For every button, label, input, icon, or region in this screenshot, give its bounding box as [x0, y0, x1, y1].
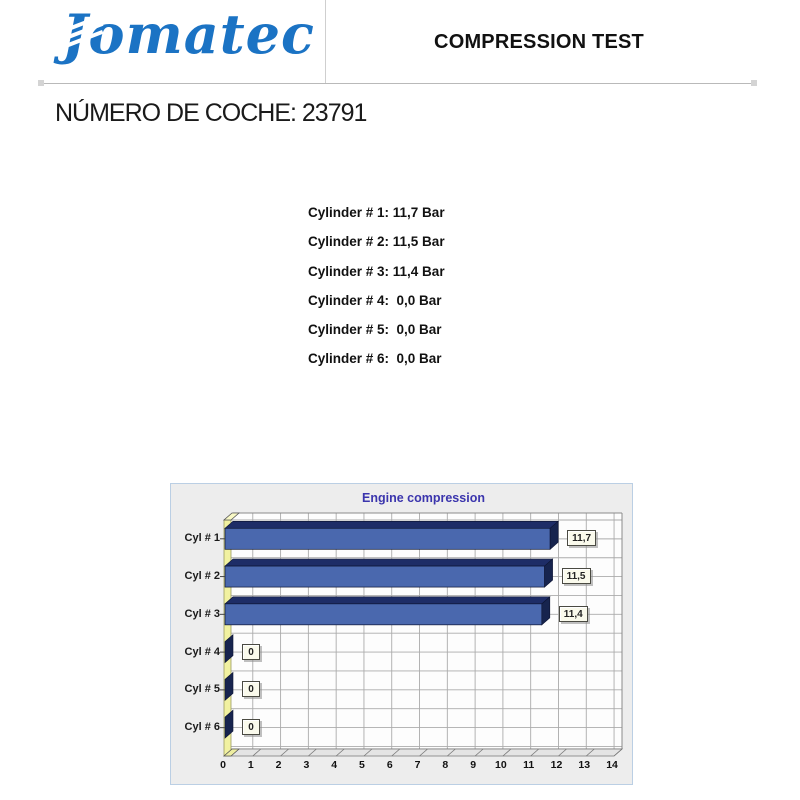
car-number-line: NÚMERO DE COCHE: 23791 — [55, 99, 367, 127]
reading-line: Cylinder # 1: 11,7 Bar — [308, 205, 445, 220]
reading-line: Cylinder # 2: 11,5 Bar — [308, 234, 445, 250]
cylinder-axis-label: Cyl # 1 — [184, 532, 220, 545]
x-axis-tick-label: 10 — [495, 759, 507, 771]
x-axis-tick-label: 11 — [523, 759, 535, 771]
x-axis-tick-label: 6 — [386, 759, 393, 771]
x-axis-tick-label: 14 — [606, 759, 618, 771]
header-rule-end-right — [751, 80, 757, 86]
bar-value-box: 11,4 — [558, 605, 588, 622]
x-axis-tick-label: 0 — [220, 759, 226, 771]
x-axis-tick-label: 7 — [414, 759, 421, 771]
bar-value-box: 0 — [242, 719, 260, 736]
cylinder-axis-label: Cyl # 5 — [184, 683, 220, 696]
reading-line: Cylinder # 4: 0,0 Bar — [308, 292, 442, 308]
header-rule — [38, 83, 757, 84]
x-axis-tick-label: 1 — [247, 759, 254, 771]
x-axis-tick-label: 5 — [359, 759, 365, 771]
report-title: COMPRESSION TEST — [434, 31, 644, 53]
reading-line: Cylinder # 5: 0,0 Bar — [308, 322, 442, 338]
bar-value-box: 0 — [242, 643, 260, 660]
x-axis-tick-label: 3 — [303, 759, 310, 771]
reading-line: Cylinder # 6: 0,0 Bar — [308, 351, 442, 367]
cylinder-axis-label: Cyl # 3 — [184, 607, 220, 620]
header-divider — [325, 0, 326, 84]
chart-title: Engine compression — [362, 491, 485, 505]
cylinder-axis-label: Cyl # 4 — [184, 645, 220, 658]
compression-chart-panel: Engine compression Cyl # 1 11,7 Cyl # 2 11,… — [170, 483, 633, 785]
x-axis-tick-label: 4 — [331, 759, 338, 771]
bar-value-box: 11,7 — [567, 530, 597, 547]
cylinder-axis-label: Cyl # 6 — [184, 721, 220, 734]
header-rule-end-left — [38, 80, 44, 86]
x-axis-tick-label: 9 — [470, 759, 477, 771]
compression-bar-chart — [220, 512, 624, 757]
reading-line: Cylinder # 3: 11,4 Bar — [308, 263, 445, 279]
cylinder-readings-list: Cylinder # 1: 11,7 Bar Cylinder # 2: 11,5… — [308, 198, 445, 374]
x-axis-tick-label: 2 — [275, 759, 282, 771]
company-logo: Jomatec — [62, 2, 315, 66]
x-axis-tick-label: 8 — [442, 759, 449, 771]
x-axis-tick-label: 12 — [550, 759, 563, 771]
x-axis-tick-label: 13 — [578, 759, 591, 771]
cylinder-axis-label: Cyl # 2 — [184, 570, 220, 583]
bar-value-box: 11,5 — [561, 568, 591, 585]
bar-value-box: 0 — [242, 681, 260, 698]
